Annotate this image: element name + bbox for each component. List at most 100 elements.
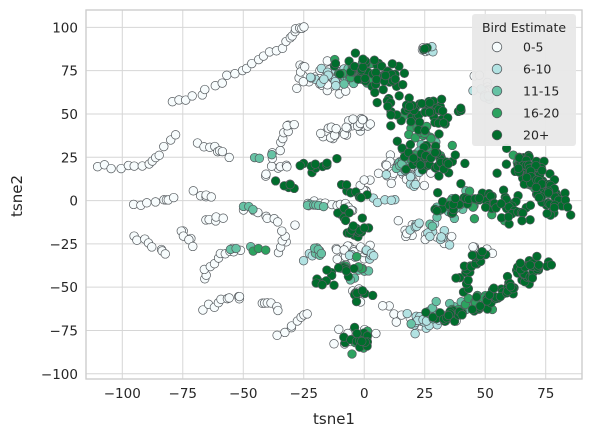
point-0-5 xyxy=(198,305,208,315)
point-20+ xyxy=(566,210,576,220)
point-20+ xyxy=(335,69,345,79)
point-0-5 xyxy=(230,69,240,79)
point-20+ xyxy=(329,280,339,290)
point-11-15 xyxy=(339,79,349,89)
point-0-5 xyxy=(272,330,282,340)
point-20+ xyxy=(392,136,402,146)
point-20+ xyxy=(424,107,435,117)
point-0-5 xyxy=(160,249,170,259)
point-6-10 xyxy=(410,329,420,339)
point-20+ xyxy=(430,147,440,158)
point-6-10 xyxy=(305,72,316,82)
point-0-5 xyxy=(393,216,403,226)
point-0-5 xyxy=(419,180,429,191)
x-tick-label: 25 xyxy=(416,386,433,402)
point-0-5 xyxy=(292,83,302,93)
point-0-5 xyxy=(147,242,157,252)
point-20+ xyxy=(349,263,359,274)
x-tick-label: 75 xyxy=(537,386,554,402)
point-20+ xyxy=(537,166,547,176)
point-20+ xyxy=(534,192,544,203)
point-11-15 xyxy=(248,204,258,215)
point-6-10 xyxy=(410,179,421,190)
point-6-10 xyxy=(444,240,455,250)
series-20+ xyxy=(270,43,576,352)
point-6-10 xyxy=(369,251,379,261)
point-20+ xyxy=(517,216,527,226)
point-0-5 xyxy=(273,305,283,316)
point-20+ xyxy=(270,176,281,186)
point-0-5 xyxy=(129,161,139,171)
point-20+ xyxy=(501,159,512,169)
point-20+ xyxy=(405,139,416,150)
point-0-5 xyxy=(275,145,285,156)
point-0-5 xyxy=(381,160,392,170)
point-0-5 xyxy=(266,161,277,171)
point-6-10 xyxy=(414,218,424,228)
point-0-5 xyxy=(261,169,271,179)
point-0-5 xyxy=(150,197,161,207)
point-0-5 xyxy=(247,58,257,69)
point-20+ xyxy=(394,91,404,101)
point-11-15 xyxy=(431,296,441,307)
legend-entries: 0-5 6-10 11-15 16-20 20+ xyxy=(491,40,559,143)
point-11-15 xyxy=(406,319,416,329)
legend: Bird Estimate 0-5 6-10 11-15 16-20 20+ xyxy=(472,14,576,146)
point-0-5 xyxy=(299,22,309,32)
point-20+ xyxy=(456,179,466,189)
point-0-5 xyxy=(217,78,227,88)
point-20+ xyxy=(467,250,477,260)
point-0-5 xyxy=(332,254,342,264)
point-0-5 xyxy=(341,122,351,132)
point-20+ xyxy=(474,193,484,203)
y-tick-label: 75 xyxy=(61,64,78,80)
point-0-5 xyxy=(159,141,169,152)
point-0-5 xyxy=(206,192,216,202)
point-11-15 xyxy=(318,201,329,212)
point-0-5 xyxy=(378,301,388,311)
point-6-10 xyxy=(402,308,412,319)
point-16-20 xyxy=(410,133,420,143)
y-tick-label: −25 xyxy=(50,237,79,253)
point-20+ xyxy=(518,208,528,218)
point-20+ xyxy=(425,98,435,108)
point-0-5 xyxy=(277,226,287,236)
point-0-5 xyxy=(154,150,164,160)
point-20+ xyxy=(359,223,369,233)
point-20+ xyxy=(438,118,449,128)
point-0-5 xyxy=(289,119,299,130)
point-20+ xyxy=(450,193,461,204)
point-20+ xyxy=(360,73,370,84)
point-0-5 xyxy=(282,162,292,172)
point-0-5 xyxy=(300,62,310,72)
x-tick-label: −100 xyxy=(104,386,141,402)
point-20+ xyxy=(484,290,495,300)
point-20+ xyxy=(428,312,438,322)
point-20+ xyxy=(515,258,525,268)
point-20+ xyxy=(322,265,332,275)
point-20+ xyxy=(344,208,354,218)
point-20+ xyxy=(531,182,541,193)
point-6-10 xyxy=(319,74,329,84)
point-20+ xyxy=(513,163,524,173)
point-6-10 xyxy=(381,170,391,180)
point-20+ xyxy=(357,286,368,296)
y-axis-label: tsne2 xyxy=(8,175,26,217)
point-20+ xyxy=(505,281,516,292)
point-20+ xyxy=(471,292,482,302)
point-0-5 xyxy=(188,241,198,252)
point-20+ xyxy=(341,180,352,190)
point-20+ xyxy=(350,48,361,58)
legend-label: 0-5 xyxy=(523,40,543,55)
point-20+ xyxy=(542,208,552,219)
point-16-20 xyxy=(261,245,271,255)
point-11-15 xyxy=(267,150,277,160)
point-20+ xyxy=(369,55,380,65)
y-tick-labels: −100 −75 −50 −25 0 25 50 75 100 xyxy=(41,20,78,382)
legend-marker-0-5 xyxy=(491,41,503,53)
point-20+ xyxy=(332,153,342,164)
point-0-5 xyxy=(290,220,300,230)
point-0-5 xyxy=(224,293,234,303)
point-20+ xyxy=(368,290,378,301)
